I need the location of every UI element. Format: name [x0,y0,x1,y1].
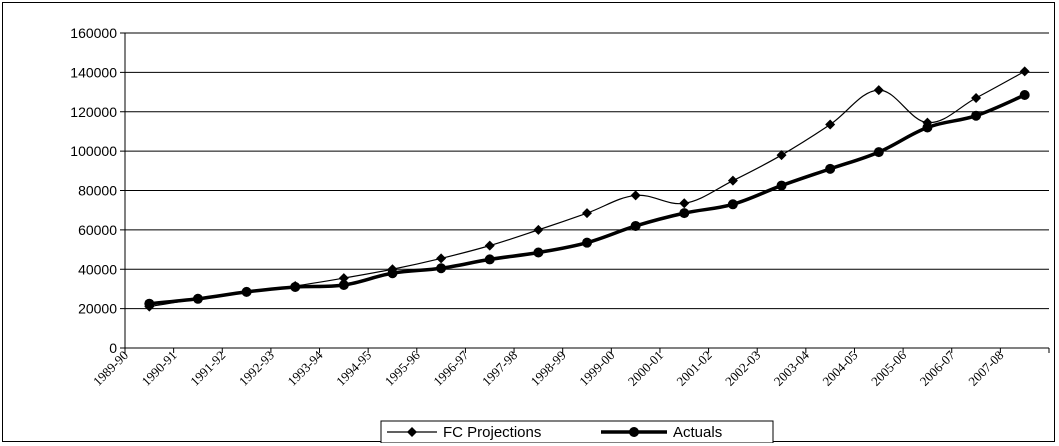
legend-label-actuals: Actuals [673,424,722,441]
data-point-circle [1019,90,1030,101]
y-tick-label: 60000 [78,222,117,238]
data-point-diamond [1019,66,1030,77]
x-tick-label: 1992-93 [236,348,277,389]
legend-marker-circle [629,427,639,437]
axes [124,33,1049,349]
series-line [149,93,1026,306]
x-tick-label: 1999-00 [576,348,617,389]
y-tick-label: 140000 [70,64,117,80]
x-tick-label: 1995-96 [382,347,424,389]
data-point-diamond [971,92,982,103]
y-axis-ticks: 0 20000 40000 60000 80000 100000 120000 140000 1… [70,25,125,356]
data-point-diamond [582,208,592,219]
data-point-circle [873,147,884,158]
data-point-diamond [338,273,349,284]
data-point-circle [436,263,447,274]
data-point-diamond [533,224,544,235]
data-point-diamond [679,198,690,209]
data-point-diamond [630,190,641,201]
data-point-diamond [727,175,738,186]
data-point-diamond [436,253,447,264]
x-tick-label: 1991-92 [187,348,228,389]
y-tick-label: 100000 [70,143,117,159]
series-group [144,66,1030,312]
line-chart: 0 20000 40000 60000 80000 100000 120000 140000 1… [70,25,1050,443]
series-line [149,70,1025,308]
data-point-circle [338,280,349,290]
y-tick-label: 80000 [78,183,117,199]
data-point-circle [825,163,836,174]
x-tick-label: 2003-04 [771,347,813,389]
legend-box [380,420,774,443]
data-point-circle [241,286,252,297]
series-fc-projections [144,66,1030,312]
x-tick-label: 2005-06 [868,347,910,389]
x-tick-label: 1996-97 [430,347,472,389]
x-tick-label: 2002-03 [722,348,763,389]
data-point-circle [971,110,982,121]
series-actuals [144,90,1030,309]
x-tick-label: 1994-95 [333,348,374,389]
y-tick-label: 0 [109,340,117,356]
x-tick-label: 1998-99 [528,348,569,389]
data-point-diamond [776,150,787,161]
x-tick-label: 1997-98 [479,348,520,389]
data-point-circle [192,293,203,304]
data-point-circle [144,298,155,309]
data-point-circle [533,247,544,258]
x-tick-label: 2007-08 [965,348,1006,389]
y-tick-label: 40000 [78,261,117,277]
data-point-circle [922,122,933,133]
y-tick-label: 160000 [70,25,117,41]
data-point-circle [679,208,690,219]
data-point-diamond [873,85,884,96]
x-axis-ticks: 1989-90 1990-91 1991-92 1992-93 1993-94 1994-… [90,347,1050,389]
x-tick-label: 1990-91 [138,348,179,389]
data-point-circle [630,220,641,231]
data-point-diamond [484,240,495,251]
y-tick-label: 120000 [70,104,117,120]
x-tick-label: 2006-07 [917,347,959,389]
data-point-circle [727,199,738,210]
y-tick-label: 20000 [78,301,117,317]
data-point-circle [290,281,301,292]
x-tick-label: 2004-05 [819,348,860,389]
legend: FC Projections Actuals [380,420,774,443]
data-point-circle [776,180,787,191]
x-tick-label: 2001-02 [673,348,714,389]
grid-lines [125,32,1049,310]
legend-marker-diamond [407,427,417,437]
x-tick-label: 2000-01 [625,348,666,389]
legend-label-fc-projections: FC Projections [443,424,541,441]
data-point-diamond [825,119,836,130]
x-tick-label: 1993-94 [284,347,326,389]
data-point-circle [484,254,495,265]
data-point-circle [387,268,398,279]
data-point-circle [582,237,592,248]
